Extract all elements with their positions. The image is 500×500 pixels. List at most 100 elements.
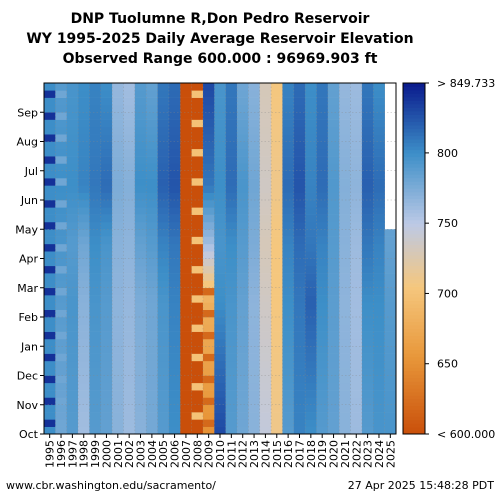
heatmap-cell-1997 — [66, 346, 79, 354]
heatmap-cell-1996 — [55, 397, 67, 406]
heatmap-cell-2003 — [134, 148, 147, 157]
heatmap-cell-2018 — [305, 368, 317, 376]
x-tick-label-2007: 2007 — [180, 440, 193, 468]
y-tick-label-dec: Dec — [17, 370, 38, 383]
heatmap-cell-2016 — [282, 346, 295, 354]
colorbar-segment — [403, 156, 425, 161]
heatmap-cell-2024 — [373, 295, 385, 303]
heatmap-cell-2010 — [214, 229, 226, 237]
heatmap-cell-2009 — [202, 170, 215, 179]
heatmap-cell-2012 — [237, 200, 249, 208]
heatmap-cell-2023 — [361, 251, 374, 259]
heatmap-cell-2011 — [225, 338, 238, 347]
heatmap-cell-2016 — [282, 200, 295, 208]
colorbar-segment — [403, 269, 425, 273]
heatmap-cell-2015 — [271, 97, 283, 106]
heatmap-cell-2010 — [214, 412, 226, 420]
heatmap-cell-2001 — [112, 90, 124, 98]
heatmap-cell-2010 — [214, 251, 226, 259]
heatmap-cell-2025 — [384, 258, 397, 267]
heatmap-cell-2005 — [157, 163, 170, 172]
x-tick-label-1995: 1995 — [44, 440, 57, 468]
heatmap-cell-2002 — [123, 390, 136, 398]
heatmap-cell-2000 — [100, 375, 113, 384]
heatmap-cell-1999 — [89, 382, 102, 391]
heatmap-cell-2018 — [305, 134, 317, 142]
heatmap-cell-2022 — [350, 134, 363, 142]
heatmap-cell-2001 — [112, 134, 124, 142]
colorbar-segment — [403, 346, 425, 351]
heatmap-cell-2017 — [293, 324, 306, 332]
heatmap-cell-2007 — [180, 280, 192, 289]
heatmap-cell-2021 — [339, 207, 351, 215]
heatmap-cell-2014 — [259, 390, 272, 398]
heatmap-cell-2004 — [146, 338, 158, 347]
heatmap-cell-2020 — [327, 309, 340, 318]
heatmap-cell-2022 — [350, 119, 363, 128]
heatmap-cell-2015 — [271, 214, 283, 223]
heatmap-cell-2004 — [146, 346, 158, 354]
colorbar-segment — [403, 381, 425, 386]
heatmap-cell-2022 — [350, 309, 363, 318]
x-tick-label-2003: 2003 — [135, 440, 148, 468]
heatmap-cell-2016 — [282, 83, 295, 91]
heatmap-cell-1999 — [89, 273, 102, 281]
heatmap-cell-2012 — [237, 170, 249, 179]
heatmap-cells — [44, 83, 397, 435]
heatmap-cell-2012 — [237, 287, 249, 296]
heatmap-cell-2001 — [112, 390, 124, 398]
heatmap-cell-1997 — [66, 265, 79, 274]
heatmap-cell-2024 — [373, 236, 385, 245]
heatmap-cell-1999 — [89, 397, 102, 406]
heatmap-cell-2018 — [305, 112, 317, 120]
heatmap-cell-2009 — [202, 178, 215, 186]
heatmap-cell-2015 — [271, 192, 283, 201]
heatmap-cell-2009 — [202, 302, 215, 310]
heatmap-cell-2020 — [327, 221, 340, 230]
heatmap-cell-2013 — [248, 331, 261, 340]
colorbar-segment — [403, 367, 425, 372]
heatmap-cell-2023 — [361, 302, 374, 310]
heatmap-cell-2020 — [327, 163, 340, 172]
heatmap-cell-2015 — [271, 404, 283, 413]
heatmap-cell-2009 — [202, 148, 215, 157]
heatmap-cell-2018 — [305, 265, 317, 274]
heatmap-cell-2011 — [225, 83, 238, 91]
heatmap-cell-2024 — [373, 104, 385, 113]
heatmap-cell-2008 — [191, 324, 204, 332]
heatmap-cell-2000 — [100, 273, 113, 281]
heatmap-cell-2022 — [350, 360, 363, 369]
heatmap-cell-2025 — [384, 302, 397, 310]
heatmap-cell-2015 — [271, 382, 283, 391]
heatmap-cell-2008 — [191, 112, 204, 120]
heatmap-cell-2018 — [305, 302, 317, 310]
heatmap-cell-2025 — [384, 404, 397, 413]
heatmap-cell-2005 — [157, 309, 170, 318]
heatmap-cell-2025 — [384, 324, 397, 332]
x-tick-label-1998: 1998 — [78, 440, 91, 468]
heatmap-cell-2013 — [248, 236, 261, 245]
heatmap-cell-2003 — [134, 419, 147, 427]
heatmap-cell-2016 — [282, 119, 295, 128]
heatmap-cell-2019 — [316, 251, 329, 259]
heatmap-cell-2005 — [157, 200, 170, 208]
heatmap-cell-2013 — [248, 178, 261, 186]
heatmap-cell-2002 — [123, 97, 136, 106]
heatmap-cell-2006 — [168, 258, 181, 267]
heatmap-cell-2004 — [146, 148, 158, 157]
colorbar-segment — [403, 195, 425, 200]
heatmap-cell-2014 — [259, 207, 272, 215]
heatmap-cell-2025 — [384, 346, 397, 354]
heatmap-cell-2016 — [282, 404, 295, 413]
heatmap-cell-2006 — [168, 90, 181, 98]
heatmap-cell-2000 — [100, 295, 113, 303]
heatmap-cell-2005 — [157, 419, 170, 427]
colorbar-segment — [403, 226, 425, 231]
heatmap-cell-2009 — [202, 324, 215, 332]
heatmap-cell-2003 — [134, 382, 147, 391]
heatmap-cell-2002 — [123, 83, 136, 91]
heatmap-cell-2022 — [350, 200, 363, 208]
heatmap-cell-2003 — [134, 287, 147, 296]
heatmap-cell-1999 — [89, 119, 102, 128]
